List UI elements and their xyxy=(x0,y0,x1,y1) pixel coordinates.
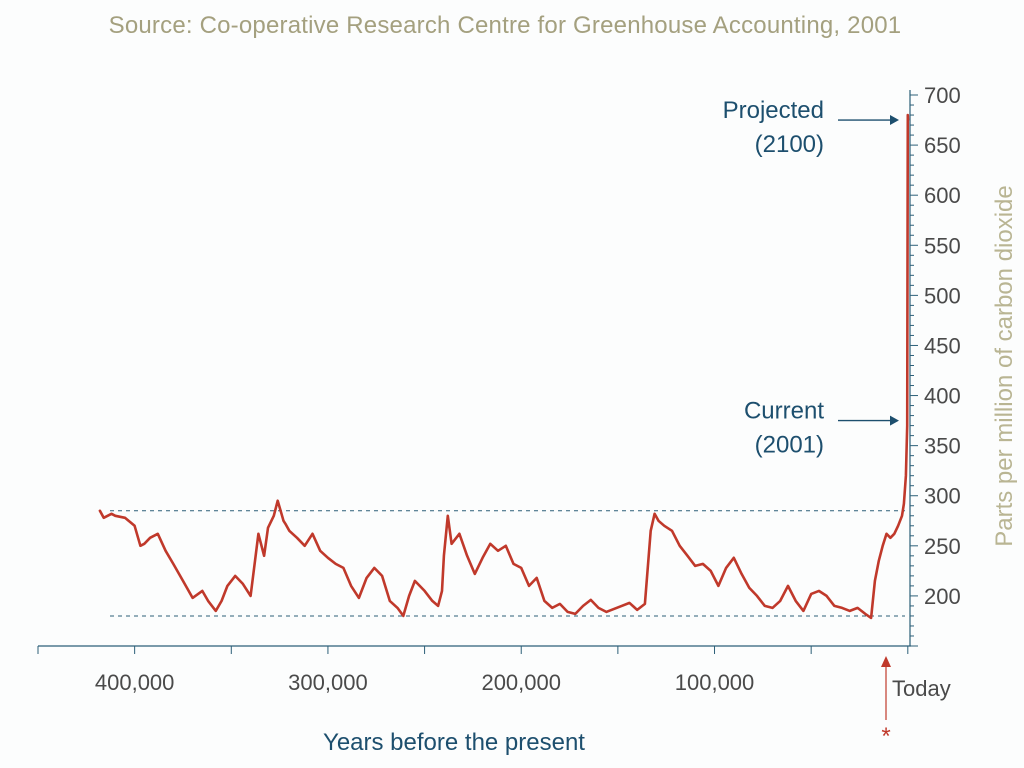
y-axis-ticks: 200 250 300 350 400 450 500 550 600 650 700 xyxy=(910,83,961,647)
y-axis-label: Parts per million of carbon dioxide xyxy=(991,185,1018,547)
annotations: Projected (2100) Current (2001) xyxy=(723,97,899,459)
co2-series-line xyxy=(98,113,910,620)
y-tick-label: 450 xyxy=(924,333,961,358)
y-tick-label: 600 xyxy=(924,183,961,208)
reference-lines xyxy=(110,510,905,617)
y-tick-label: 200 xyxy=(924,584,961,609)
x-tick-label: 400,000 xyxy=(95,670,175,695)
current-annotation-arrow-head xyxy=(890,415,899,426)
today-star-icon: * xyxy=(881,723,890,750)
y-tick-label: 350 xyxy=(924,434,961,459)
y-tick-label: 400 xyxy=(924,384,961,409)
projected-annotation-text: (2100) xyxy=(755,131,824,158)
x-axis-ticks: 400,000 300,000 200,000 100,000 xyxy=(37,646,909,695)
current-annotation-text: (2001) xyxy=(755,432,824,459)
x-axis-label: Years before the present xyxy=(323,729,585,756)
today-arrow-head xyxy=(881,656,891,667)
y-tick-label: 550 xyxy=(924,233,961,258)
y-tick-label: 650 xyxy=(924,133,961,158)
current-annotation-text: Current xyxy=(744,398,824,425)
projected-annotation-arrow-head xyxy=(890,115,899,126)
y-tick-label: 700 xyxy=(924,83,961,108)
y-tick-label: 500 xyxy=(924,283,961,308)
x-tick-label: 300,000 xyxy=(288,670,368,695)
x-tick-label: 100,000 xyxy=(675,670,755,695)
y-tick-label: 250 xyxy=(924,534,961,559)
projected-annotation-text: Projected xyxy=(723,97,824,124)
y-tick-label: 300 xyxy=(924,484,961,509)
x-tick-label: 200,000 xyxy=(481,670,561,695)
source-caption: Source: Co-operative Research Centre for… xyxy=(108,12,902,39)
today-label: Today xyxy=(892,676,951,701)
series-group xyxy=(98,113,910,620)
